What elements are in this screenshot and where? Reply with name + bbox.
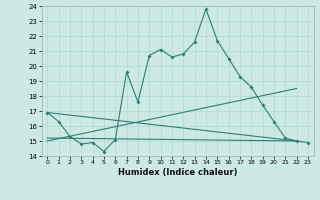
X-axis label: Humidex (Indice chaleur): Humidex (Indice chaleur) — [118, 168, 237, 177]
